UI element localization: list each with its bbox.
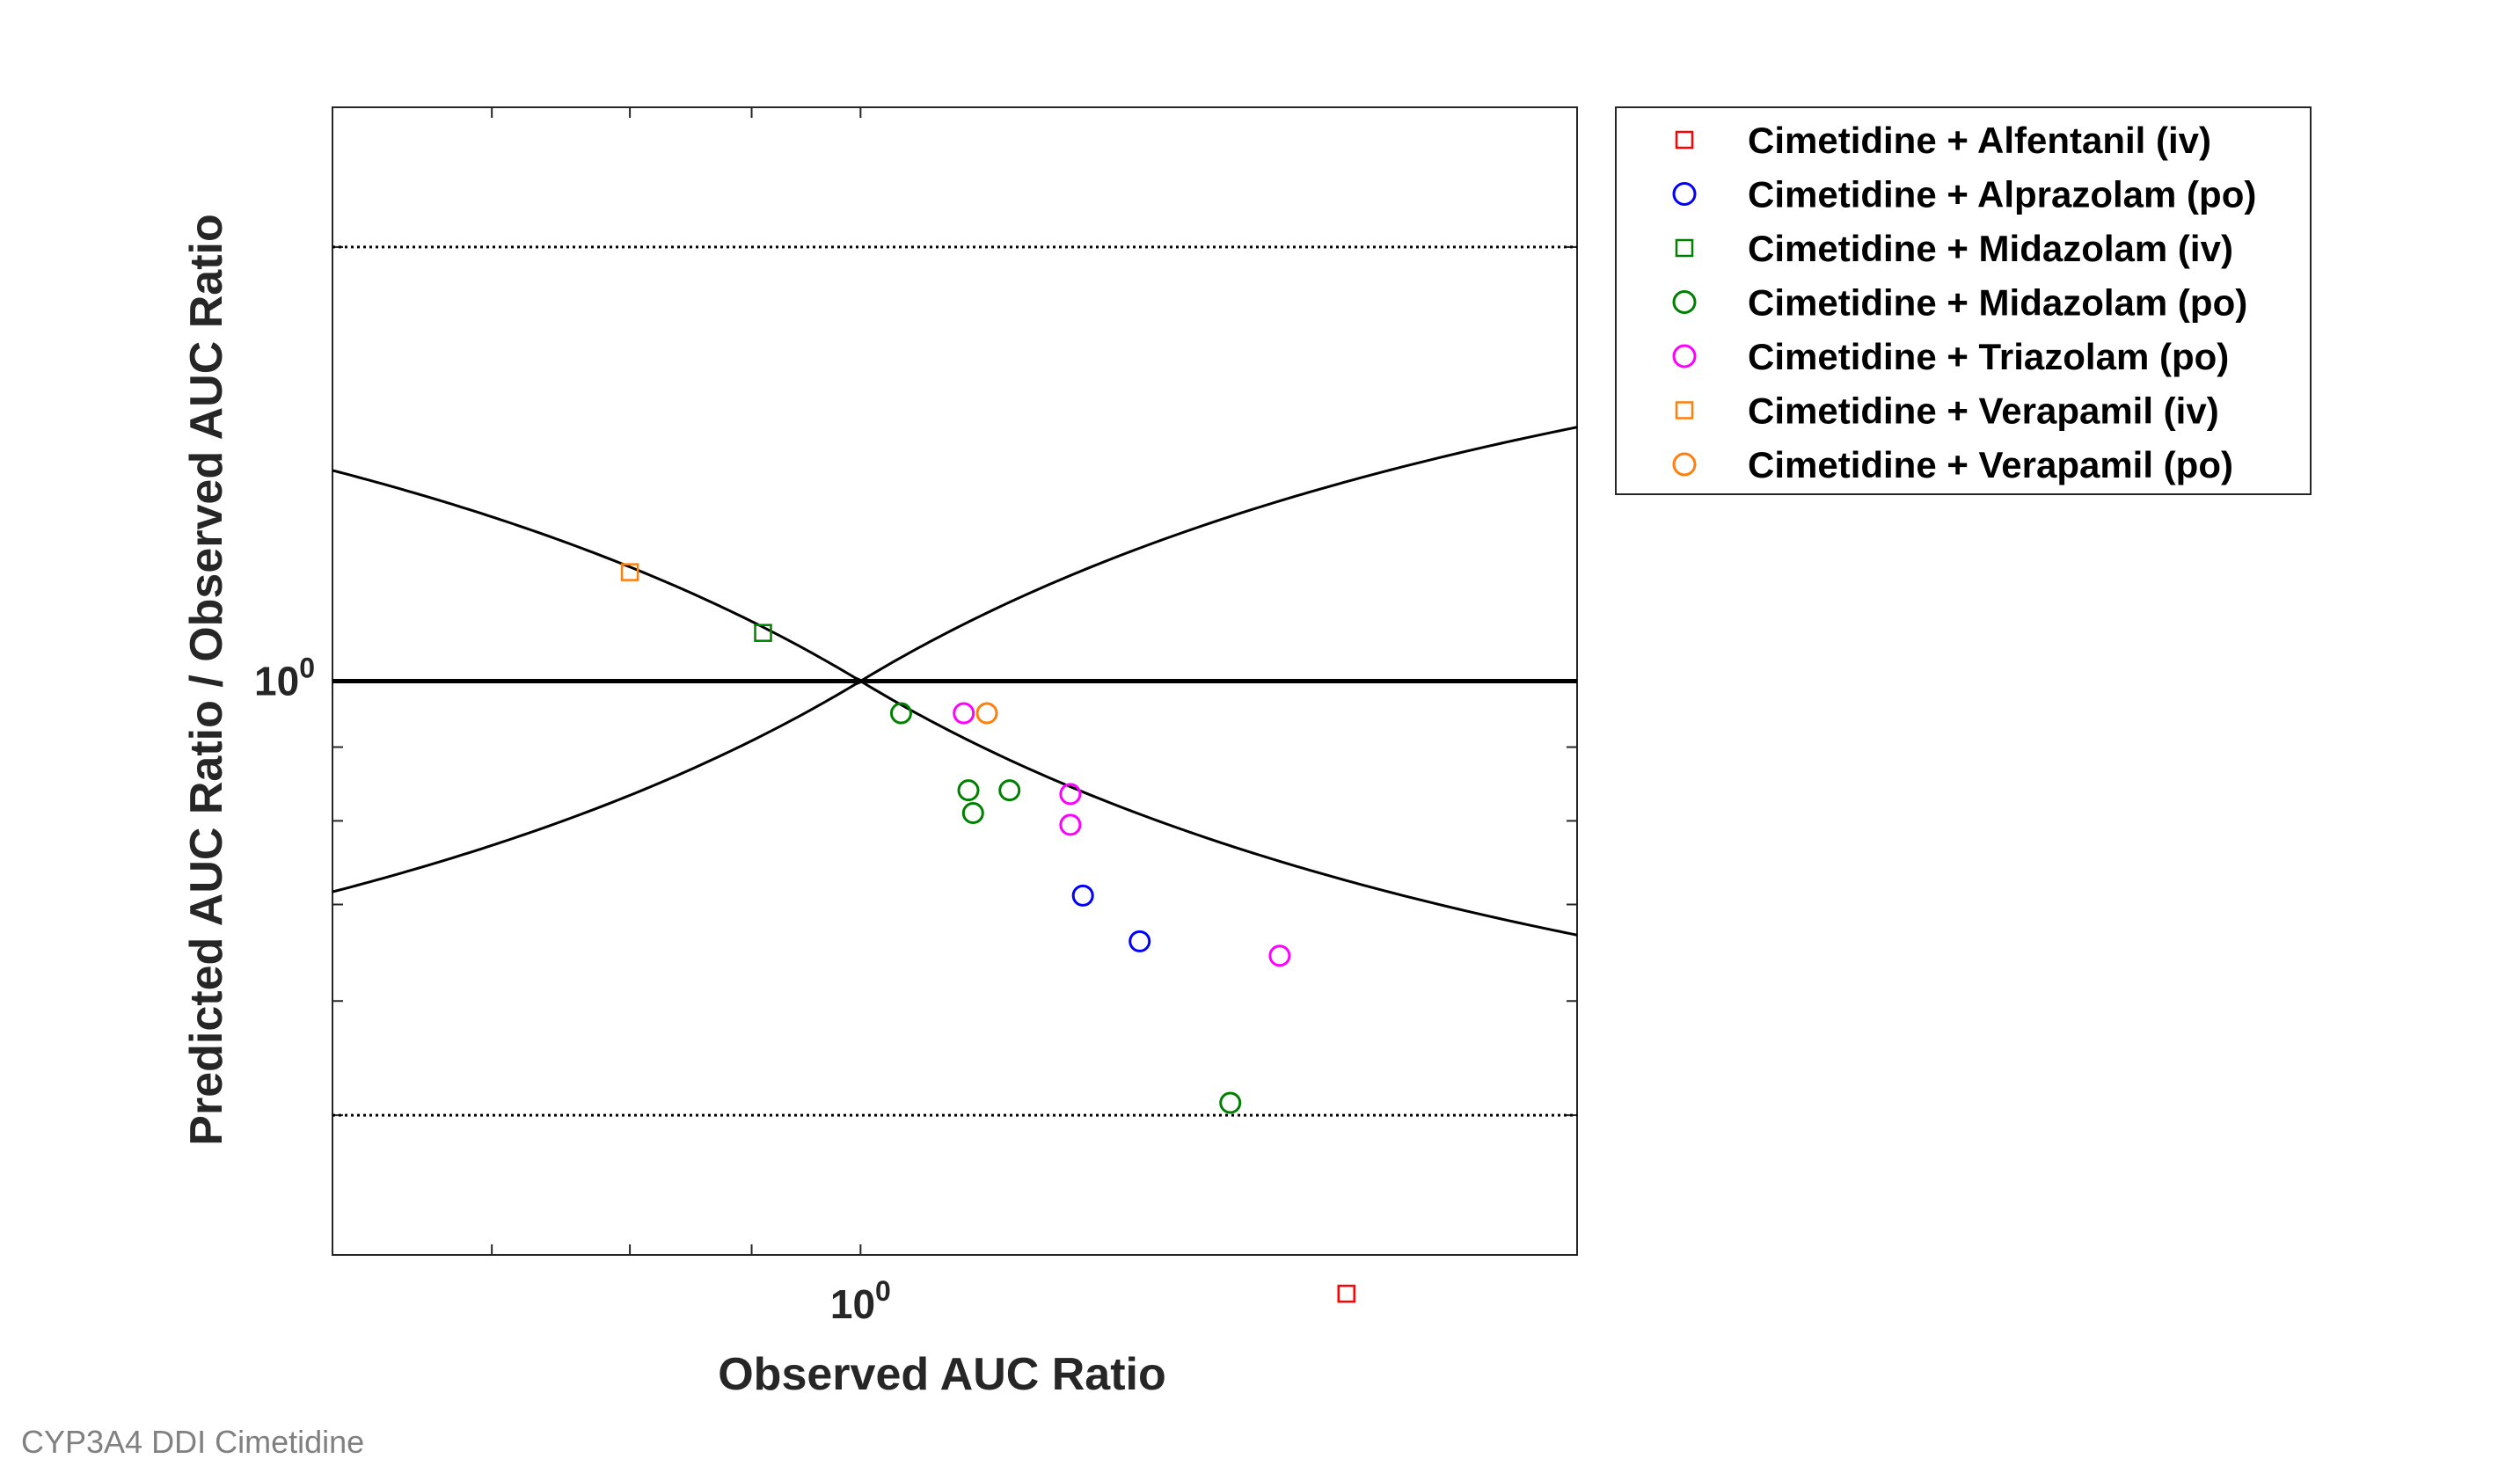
y-tick-exponent: 0 xyxy=(299,653,315,684)
legend-label: Cimetidine + Alfentanil (iv) xyxy=(1748,120,2211,161)
data-point-circle xyxy=(1219,1091,1242,1114)
data-point-circle xyxy=(998,779,1021,802)
data-point-circle xyxy=(1059,813,1082,836)
data-point-circle xyxy=(957,779,980,802)
data-point-circle xyxy=(889,702,912,725)
data-point-square xyxy=(1337,1284,1355,1303)
data-point-circle xyxy=(961,802,984,825)
legend-marker-circle xyxy=(1672,452,1697,477)
data-point-circle xyxy=(1059,783,1082,806)
legend-label: Cimetidine + Alprazolam (po) xyxy=(1748,174,2256,215)
legend-marker-square xyxy=(1675,130,1694,150)
legend-label: Cimetidine + Verapamil (po) xyxy=(1748,444,2233,485)
legend-marker-square xyxy=(1675,238,1694,258)
legend: Cimetidine + Alfentanil (iv) Cimetidine +… xyxy=(1615,106,2312,495)
legend-marker-square xyxy=(1675,401,1694,419)
data-point-circle xyxy=(953,702,975,725)
data-point-circle xyxy=(1268,945,1291,967)
legend-marker-circle xyxy=(1672,290,1697,314)
reference-curve-guest-upper xyxy=(332,426,1578,682)
x-tick-exponent: 0 xyxy=(875,1275,891,1307)
data-point-circle xyxy=(1071,884,1094,907)
legend-label: Cimetidine + Verapamil (iv) xyxy=(1748,390,2219,432)
legend-marker-circle xyxy=(1672,182,1697,206)
data-point-square xyxy=(620,563,639,581)
x-tick-label: 100 xyxy=(830,1275,891,1327)
y-axis-title: Predicted AUC Ratio / Observed AUC Ratio xyxy=(181,214,232,1145)
legend-label: Cimetidine + Midazolam (iv) xyxy=(1748,228,2233,269)
legend-marker-circle xyxy=(1672,344,1697,368)
figure-caption: CYP3A4 DDI Cimetidine xyxy=(21,1424,364,1460)
data-point-square xyxy=(754,624,772,642)
data-point-circle xyxy=(975,702,998,725)
reference-curve-guest-lower xyxy=(332,680,1578,937)
data-point-circle xyxy=(1129,930,1151,952)
y-tick-label: 100 xyxy=(254,653,315,704)
legend-label: Cimetidine + Triazolam (po) xyxy=(1748,336,2229,377)
legend-box xyxy=(1615,106,2312,495)
legend-label: Cimetidine + Midazolam (po) xyxy=(1748,282,2247,324)
reference-lines xyxy=(332,245,1578,1117)
x-axis-title: Observed AUC Ratio xyxy=(718,1349,1166,1400)
data-points xyxy=(620,563,1355,1303)
